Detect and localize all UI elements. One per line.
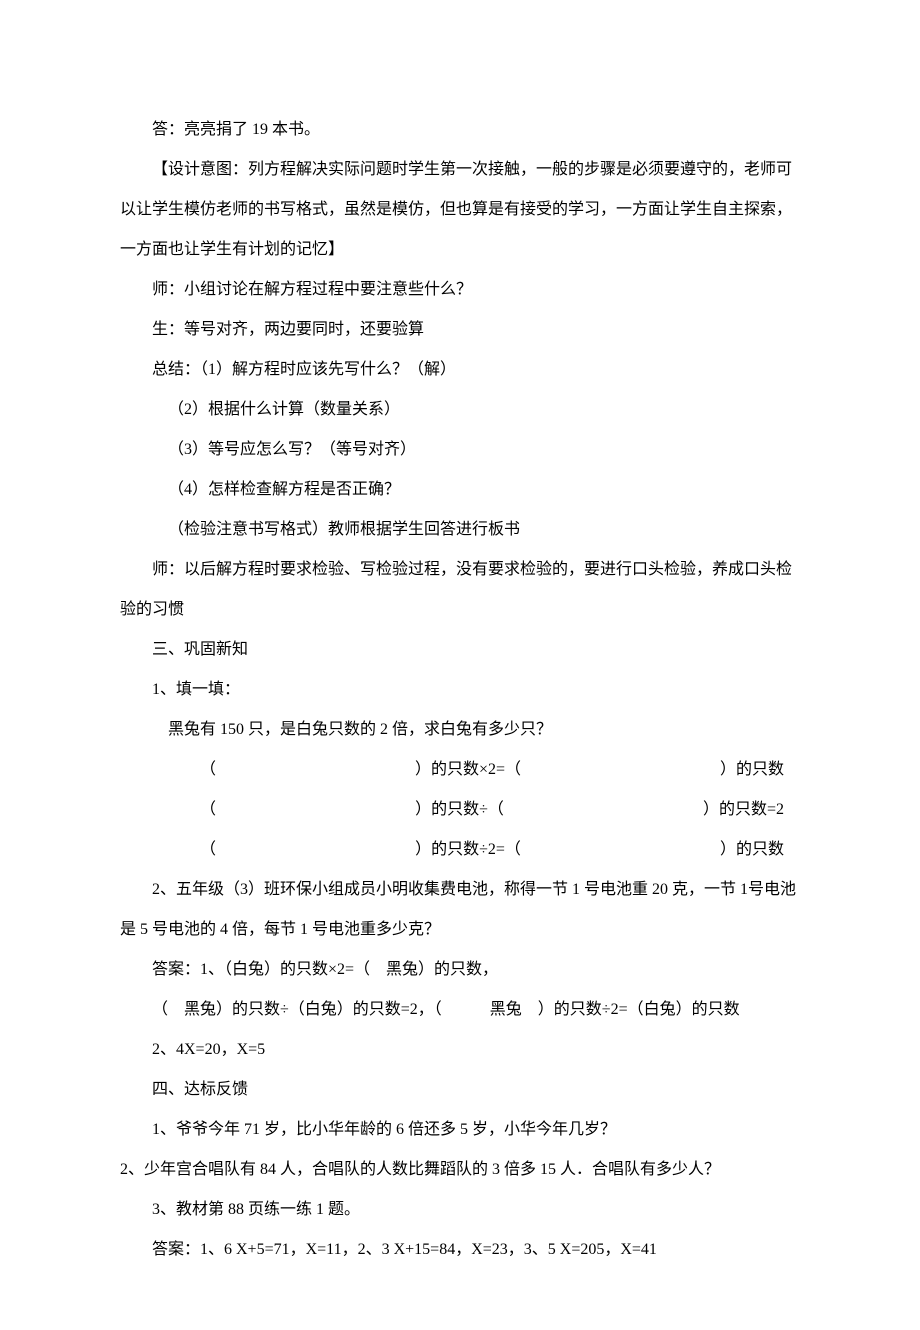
fill-blank-2-left: （ xyxy=(200,790,216,830)
section-header-feedback: 四、达标反馈 xyxy=(120,1070,800,1110)
fill-blank-row-2: （ ）的只数÷（ ）的只数=2 xyxy=(120,790,800,830)
feedback-q2: 2、少年宫合唱队有 84 人，合唱队的人数比舞蹈队的 3 倍多 15 人．合唱队… xyxy=(120,1150,800,1190)
section-header-consolidate: 三、巩固新知 xyxy=(120,630,800,670)
paragraph-summary-3: （3）等号应怎么写？（等号对齐） xyxy=(120,430,800,470)
fill-blank-2-mid: ）的只数÷（ xyxy=(415,790,504,830)
paragraph-teacher-question: 师：小组讨论在解方程过程中要注意些什么？ xyxy=(120,270,800,310)
feedback-q3: 3、教材第 88 页练一练 1 题。 xyxy=(120,1190,800,1230)
paragraph-summary-5: （检验注意书写格式）教师根据学生回答进行板书 xyxy=(120,510,800,550)
fill-blank-1-mid: ）的只数×2=（ xyxy=(415,750,521,790)
fill-blank-row-3: （ ）的只数÷2=（ ）的只数 xyxy=(120,830,800,870)
fill-blank-1-left: （ xyxy=(200,750,216,790)
feedback-q1: 1、爷爷今年 71 岁，比小华年龄的 6 倍还多 5 岁，小华今年几岁？ xyxy=(120,1110,800,1150)
exercise-1-problem: 黑兔有 150 只，是白兔只数的 2 倍，求白兔有多少只？ xyxy=(120,710,800,750)
paragraph-student-answer: 生：等号对齐，两边要同时，还要验算 xyxy=(120,310,800,350)
answers-line-3: 2、4X=20，X=5 xyxy=(120,1030,800,1070)
exercise-1-header: 1、填一填： xyxy=(120,670,800,710)
fill-blank-3-left: （ xyxy=(200,830,216,870)
answers-line-1: 答案：1、（白兔）的只数×2=（ 黑兔）的只数， xyxy=(120,950,800,990)
exercise-2-problem: 2、五年级（3）班环保小组成员小明收集费电池，称得一节 1 号电池重 20 克，… xyxy=(120,870,800,950)
paragraph-teacher-conclusion: 师：以后解方程时要求检验、写检验过程，没有要求检验的，要进行口头检验，养成口头检… xyxy=(120,550,800,630)
paragraph-summary-2: （2）根据什么计算（数量关系） xyxy=(120,390,800,430)
fill-blank-1-right: ）的只数 xyxy=(720,750,784,790)
paragraph-design-intent: 【设计意图：列方程解决实际问题时学生第一次接触，一般的步骤是必须要遵守的，老师可… xyxy=(120,150,800,270)
fill-blank-3-right: ）的只数 xyxy=(720,830,784,870)
paragraph-answer: 答：亮亮捐了 19 本书。 xyxy=(120,110,800,150)
feedback-answers: 答案：1、6 X+5=71，X=11，2、3 X+15=84，X=23，3、5 … xyxy=(120,1230,800,1270)
fill-blank-row-1: （ ）的只数×2=（ ）的只数 xyxy=(120,750,800,790)
paragraph-summary-1: 总结：（1）解方程时应该先写什么？（解） xyxy=(120,350,800,390)
fill-blank-3-mid: ）的只数÷2=（ xyxy=(415,830,521,870)
paragraph-summary-4: （4）怎样检查解方程是否正确？ xyxy=(120,470,800,510)
fill-blank-2-right: ）的只数=2 xyxy=(703,790,784,830)
answers-line-2: （ 黑兔）的只数÷（白兔）的只数=2，（ 黑兔 ）的只数÷2=（白兔）的只数 xyxy=(120,990,800,1030)
